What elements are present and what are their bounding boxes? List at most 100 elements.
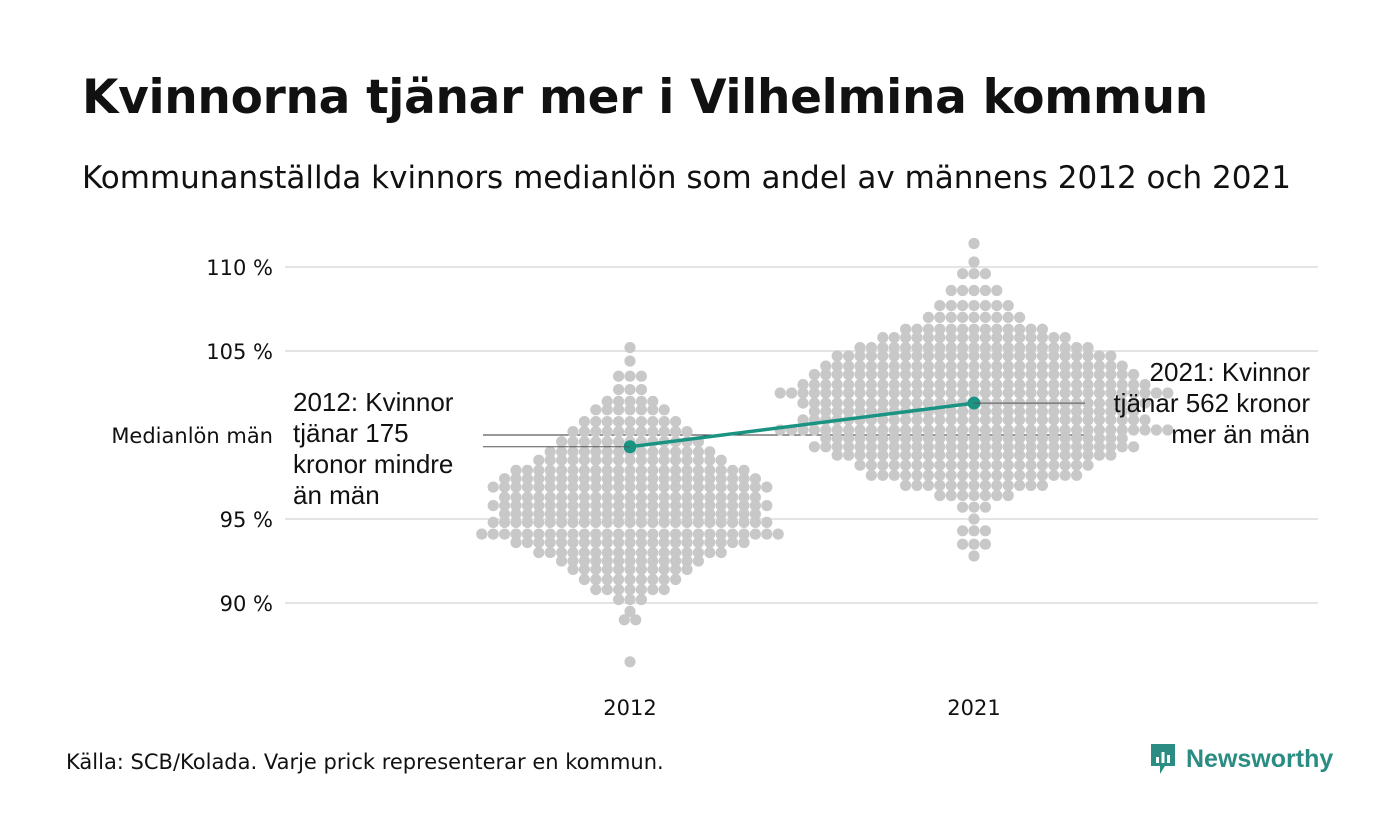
data-dot xyxy=(1105,414,1117,426)
data-dot xyxy=(624,370,636,382)
data-dot xyxy=(476,528,488,540)
data-dot xyxy=(533,500,545,512)
data-dot xyxy=(1082,360,1094,372)
data-dot xyxy=(1093,397,1105,409)
data-dot xyxy=(613,508,625,520)
data-dot xyxy=(624,426,636,438)
data-dot xyxy=(957,525,969,537)
data-dot xyxy=(1071,414,1083,426)
data-dot xyxy=(658,481,670,493)
data-dot xyxy=(533,481,545,493)
data-dot xyxy=(647,481,659,493)
data-dot xyxy=(968,368,980,381)
data-dot xyxy=(968,342,980,354)
data-dot xyxy=(681,500,693,512)
data-dot xyxy=(658,416,670,428)
data-dot xyxy=(556,508,568,520)
data-dot xyxy=(831,350,843,362)
data-dot xyxy=(1048,368,1060,381)
data-dot xyxy=(991,360,1003,372)
data-dot xyxy=(647,404,659,416)
data-dot xyxy=(727,516,739,529)
data-dot xyxy=(601,573,613,586)
data-dot xyxy=(865,342,878,354)
data-dot xyxy=(945,350,957,362)
data-dot xyxy=(590,426,602,438)
data-dot xyxy=(670,454,682,466)
data-dot xyxy=(1093,350,1105,362)
data-dot xyxy=(991,300,1003,312)
data-dot xyxy=(865,441,878,453)
data-dot xyxy=(1082,350,1094,362)
annotation-line: än män xyxy=(293,480,380,510)
data-dot xyxy=(544,508,556,520)
data-dot xyxy=(670,416,682,428)
data-dot xyxy=(578,563,591,576)
data-dot xyxy=(934,441,946,453)
data-dot xyxy=(670,426,682,438)
data-dot xyxy=(635,370,648,382)
data-dot xyxy=(556,536,568,549)
data-dot xyxy=(647,446,659,458)
data-dot xyxy=(957,432,969,444)
data-dot xyxy=(843,441,855,453)
data-dot xyxy=(888,424,900,436)
data-dot xyxy=(635,536,648,549)
data-dot xyxy=(831,397,843,409)
data-dot xyxy=(979,350,992,362)
data-dot xyxy=(865,360,878,372)
data-dot xyxy=(624,573,636,586)
data-dot xyxy=(510,491,522,503)
data-dot xyxy=(533,516,545,529)
data-dot xyxy=(658,454,670,466)
data-dot xyxy=(1093,379,1105,391)
data-dot xyxy=(624,342,636,354)
data-dot xyxy=(1150,387,1162,399)
data-dot xyxy=(521,464,534,476)
data-dot xyxy=(945,469,957,481)
data-dot xyxy=(556,464,568,476)
data-dot xyxy=(567,508,579,520)
data-dot xyxy=(692,481,705,493)
data-dot xyxy=(877,397,889,409)
data-dot xyxy=(1128,379,1140,391)
data-dot xyxy=(979,268,992,280)
data-dot xyxy=(843,397,855,409)
data-dot xyxy=(957,459,969,471)
data-dot xyxy=(945,459,957,471)
data-dot xyxy=(888,350,900,362)
data-dot xyxy=(601,508,613,520)
data-dot xyxy=(715,491,727,503)
data-dot xyxy=(1048,469,1060,481)
data-dot xyxy=(911,424,923,436)
data-dot xyxy=(945,414,957,426)
data-dot xyxy=(1071,459,1083,471)
data-dot xyxy=(658,516,670,529)
data-dot xyxy=(647,573,659,586)
data-dot xyxy=(601,454,613,466)
data-dot xyxy=(1002,449,1014,461)
data-dot xyxy=(1002,469,1014,481)
data-dot xyxy=(1025,368,1037,381)
data-dot xyxy=(877,332,889,344)
data-dot xyxy=(510,536,522,549)
data-dot xyxy=(991,449,1003,461)
data-dot xyxy=(613,446,625,458)
data-dot xyxy=(911,323,923,335)
data-dot xyxy=(613,404,625,416)
data-dot xyxy=(991,387,1003,399)
data-dot xyxy=(979,479,992,491)
data-dot xyxy=(704,536,716,549)
data-dot xyxy=(1071,432,1083,444)
data-dot xyxy=(934,432,946,444)
data-dot xyxy=(1139,397,1151,409)
data-dot xyxy=(613,563,625,576)
data-dot xyxy=(1162,424,1174,436)
data-dot xyxy=(922,311,935,323)
data-dot xyxy=(521,516,534,529)
data-dot xyxy=(808,368,821,381)
data-dot xyxy=(831,360,843,372)
data-dot xyxy=(979,441,992,453)
data-dot xyxy=(945,432,957,444)
data-dot xyxy=(1105,350,1117,362)
